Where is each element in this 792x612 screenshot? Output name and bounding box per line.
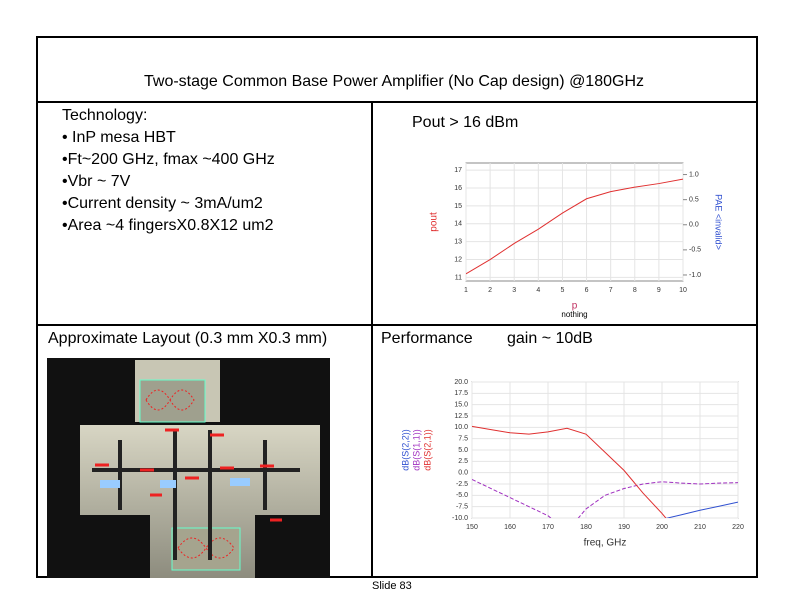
x-axis-label: p: [572, 301, 578, 312]
y-tick-label: 14: [454, 221, 462, 228]
y2-tick-label: 1.0: [689, 171, 699, 178]
y-tick-label: 11: [455, 274, 462, 281]
x-axis-label: freq, GHz: [584, 538, 627, 549]
slide-frame: [36, 36, 758, 578]
performance-label: Performance: [381, 330, 473, 347]
x-tick-label: 5: [560, 287, 564, 294]
y-tick-label: -5.0: [456, 492, 468, 499]
x-tick-label: 200: [656, 524, 668, 531]
x-tick-label: 160: [504, 524, 516, 531]
x-axis-sublabel: nothing: [561, 310, 587, 319]
y-tick-label: 17.5: [454, 390, 468, 397]
x-tick-label: 170: [542, 524, 554, 531]
y2-axis-label: PAE <invalid>: [714, 194, 724, 250]
y-tick-label: -10.0: [452, 515, 468, 522]
x-tick-label: 2: [488, 287, 492, 294]
x-tick-label: 6: [585, 287, 589, 294]
series-line: [466, 178, 683, 275]
x-tick-label: 8: [633, 287, 637, 294]
series-line: [472, 425, 667, 518]
footer: Slide 83: [372, 580, 412, 592]
x-tick-label: 1: [464, 287, 468, 294]
technology-line: •Current density ~ 3mA/um2: [62, 195, 263, 212]
y-tick-label: 2.5: [458, 458, 468, 465]
gain-note: gain ~ 10dB: [507, 330, 593, 347]
slide-title: Two-stage Common Base Power Amplifier (N…: [144, 73, 644, 90]
x-tick-label: 150: [466, 524, 478, 531]
y2-tick-label: 0.0: [689, 222, 699, 229]
y-tick-label: 16: [454, 185, 462, 192]
x-tick-label: 10: [679, 287, 687, 294]
x-tick-label: 190: [618, 524, 630, 531]
series-line: [472, 479, 738, 518]
y-axis-label: pout: [429, 212, 440, 232]
y-tick-label: 12: [454, 256, 462, 263]
technology-line: • InP mesa HBT: [62, 129, 176, 146]
y-tick-label: 13: [454, 239, 462, 246]
y-tick-label: -7.5: [456, 504, 468, 511]
x-tick-label: 3: [512, 287, 516, 294]
x-tick-label: 180: [580, 524, 592, 531]
y-tick-label: 5.0: [458, 447, 468, 454]
plot-area: [465, 162, 684, 282]
legend-label: dB(S(2,2)): [400, 429, 410, 471]
y2-tick-label: -1.0: [689, 272, 701, 279]
technology-line: •Ft~200 GHz, fmax ~400 GHz: [62, 151, 275, 168]
y-tick-label: 0.0: [458, 470, 468, 477]
technology-list: Technology: • InP mesa HBT •Ft~200 GHz, fm…: [62, 107, 275, 234]
layout-image: [47, 358, 330, 578]
legend-label: dB(S(1,1)): [411, 429, 421, 471]
y-tick-label: 15: [454, 203, 462, 210]
technology-line: •Area ~4 fingersX0.8X12 um2: [62, 217, 274, 234]
y-tick-label: 12.5: [454, 413, 468, 420]
x-tick-label: 4: [536, 287, 540, 294]
x-tick-label: 9: [657, 287, 661, 294]
y2-tick-label: -0.5: [689, 247, 701, 254]
pout-note: Pout > 16 dBm: [412, 114, 518, 131]
layout-caption: Approximate Layout (0.3 mm X0.3 mm): [48, 330, 327, 347]
x-tick-label: 210: [694, 524, 706, 531]
y-tick-label: 15.0: [454, 402, 468, 409]
x-tick-label: 7: [609, 287, 613, 294]
legend-label: dB(S(2,1)): [422, 429, 432, 471]
y-tick-label: -2.5: [456, 481, 468, 488]
y-tick-label: 17: [454, 167, 462, 174]
y-tick-label: 7.5: [458, 436, 468, 443]
y-tick-label: 10.0: [454, 424, 468, 431]
series-line: [665, 501, 738, 518]
technology-line: Technology:: [62, 107, 147, 124]
x-tick-label: 220: [732, 524, 744, 531]
y-tick-label: 20.0: [454, 379, 468, 386]
technology-line: •Vbr ~ 7V: [62, 173, 131, 190]
y2-tick-label: 0.5: [689, 196, 699, 203]
